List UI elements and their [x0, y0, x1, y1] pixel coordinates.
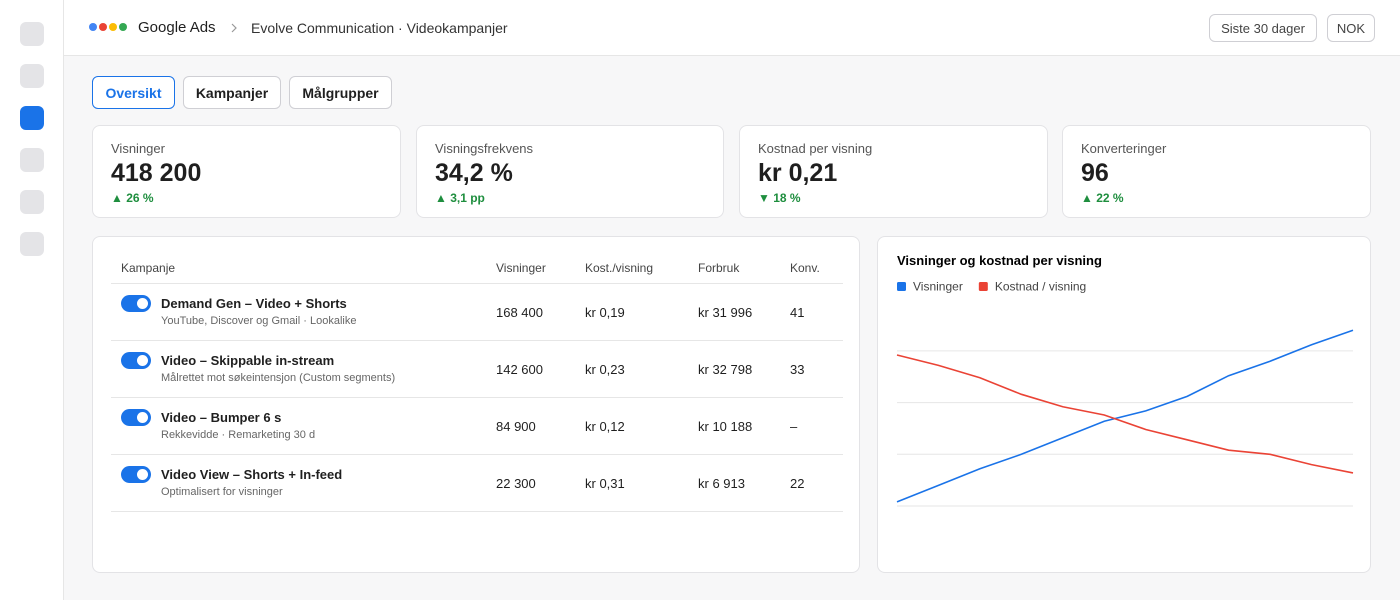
campaign-name: Demand Gen – Video + Shorts	[161, 296, 347, 311]
chart: Visninger og kostnad per visning Visninge…	[896, 253, 1354, 507]
cell: kr 0,19	[585, 305, 625, 320]
kpi-value: kr 0,21	[758, 159, 838, 187]
date-range[interactable]: Siste 30 dager	[1209, 14, 1317, 42]
column-header: Konv.	[790, 261, 820, 275]
cell: kr 31 996	[698, 305, 753, 320]
campaign-subtitle: Målrettet mot søkeintensjon (Custom segm…	[161, 372, 396, 384]
column-header: Kampanje	[121, 261, 176, 275]
tab[interactable]: Målgrupper	[289, 76, 392, 109]
kpi-delta: ▼ 18 %	[758, 191, 801, 205]
kpi-delta: ▲ 3,1 pp	[435, 191, 485, 205]
chart-title: Visninger og kostnad per visning	[897, 253, 1102, 268]
topbar: Google Ads Evolve Communication · Videok…	[64, 0, 1400, 56]
kpi-card: Visningsfrekvens 34,2 % ▲ 3,1 pp	[416, 125, 724, 218]
cell: kr 6 913	[698, 476, 745, 491]
nav-item[interactable]	[20, 106, 44, 130]
nav-item[interactable]	[20, 22, 44, 46]
line-series	[896, 354, 1354, 474]
row-divider	[111, 454, 843, 455]
kpi-card: Visninger 418 200 ▲ 26 %	[92, 125, 401, 218]
kpi-delta: ▲ 22 %	[1081, 191, 1124, 205]
campaign-table: Kampanje Visninger Kost./visning Forbruk Kon…	[92, 236, 860, 573]
kpi-label: Visningsfrekvens	[435, 141, 534, 156]
kpi-label: Konverteringer	[1081, 141, 1167, 156]
column-header: Forbruk	[698, 261, 740, 275]
breadcrumb: Evolve Communication · Videokampanjer	[251, 20, 508, 36]
campaign-name: Video – Skippable in-stream	[161, 353, 335, 368]
column-header: Kost./visning	[585, 261, 654, 275]
kpi-value: 418 200	[111, 159, 202, 187]
toggle[interactable]	[121, 409, 151, 426]
nav-item[interactable]	[20, 232, 44, 256]
row-divider	[111, 340, 843, 341]
tab[interactable]: Oversikt	[92, 76, 175, 109]
cell: kr 32 798	[698, 362, 753, 377]
sidebar	[0, 0, 64, 600]
toggle[interactable]	[121, 352, 151, 369]
currency[interactable]: NOK	[1327, 14, 1375, 42]
cell: –	[790, 419, 798, 434]
cell: 84 900	[496, 419, 536, 434]
campaign-name: Video View – Shorts + In-feed	[161, 467, 343, 482]
tab[interactable]: Kampanjer	[183, 76, 281, 109]
cell: kr 0,12	[585, 419, 625, 434]
cell: kr 10 188	[698, 419, 753, 434]
kpi-value: 34,2 %	[435, 159, 513, 187]
cell: 142 600	[496, 362, 543, 377]
nav-item[interactable]	[20, 148, 44, 172]
cell: kr 0,31	[585, 476, 625, 491]
campaign-subtitle: Rekkevidde · Remarketing 30 d	[161, 429, 316, 441]
column-header: Visninger	[496, 261, 546, 275]
campaign-subtitle: Optimalisert for visninger	[161, 486, 283, 498]
row-divider	[111, 283, 843, 284]
kpi-card: Kostnad per visning kr 0,21 ▼ 18 %	[739, 125, 1048, 218]
campaign-subtitle: YouTube, Discover og Gmail · Lookalike	[161, 315, 357, 327]
kpi-value: 96	[1081, 159, 1109, 187]
line-series	[896, 329, 1354, 503]
cell: 33	[790, 362, 805, 377]
kpi-label: Kostnad per visning	[758, 141, 873, 156]
legend-label: Visninger	[913, 280, 963, 294]
toggle[interactable]	[121, 466, 151, 483]
cell: kr 0,23	[585, 362, 625, 377]
kpi-card: Konverteringer 96 ▲ 22 %	[1062, 125, 1371, 218]
nav-item[interactable]	[20, 190, 44, 214]
logo-dots	[89, 23, 127, 31]
toggle[interactable]	[121, 295, 151, 312]
kpi-delta: ▲ 26 %	[111, 191, 154, 205]
kpi-label: Visninger	[111, 141, 165, 156]
cell: 168 400	[496, 305, 543, 320]
cell: 41	[790, 305, 805, 320]
cell: 22	[790, 476, 805, 491]
nav-item[interactable]	[20, 64, 44, 88]
cell: 22 300	[496, 476, 536, 491]
campaign-name: Video – Bumper 6 s	[161, 410, 282, 425]
legend-swatch	[897, 282, 906, 291]
chevron	[231, 23, 237, 33]
legend-swatch	[978, 282, 988, 291]
chart-card: Visninger og kostnad per visning Visninge…	[877, 236, 1371, 573]
legend-label: Kostnad / visning	[995, 280, 1086, 294]
row-divider	[111, 511, 843, 512]
logo: Google Ads	[138, 19, 216, 36]
row-divider	[111, 397, 843, 398]
